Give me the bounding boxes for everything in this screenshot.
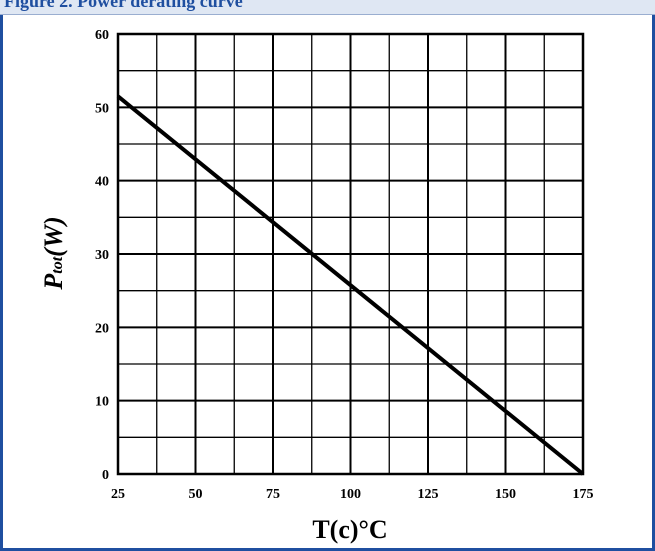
tick-labels: 25 50 75 100 125 150 175 0 10 20 30 40 50 60 [95,28,594,502]
x-tick-label: 25 [111,487,125,502]
y-tick-label: 40 [95,175,109,190]
clipped-caption-strip: Figure 2. Power derating curve [0,0,655,15]
x-tick-label: 125 [418,487,439,502]
y-tick-label: 20 [95,321,109,336]
y-tick-label: 0 [102,468,109,483]
y-tick-label: 10 [95,395,109,410]
chart-grid [116,32,585,476]
y-axis-label: Ptot(W) [39,216,68,290]
derating-line [116,94,585,476]
y-axis-label-main: P [39,273,68,291]
y-axis-label-sub: tot [49,256,66,273]
y-tick-label: 60 [95,28,109,43]
x-tick-label: 150 [495,487,516,502]
y-axis-label-unit: (W) [39,216,68,256]
x-axis-label: T(c)°C [312,515,387,544]
x-tick-label: 75 [266,487,280,502]
y-tick-label: 50 [95,101,109,116]
x-tick-label: 175 [573,487,594,502]
plot-area-border [116,32,585,476]
x-tick-label: 50 [189,487,203,502]
clipped-caption-text: Figure 2. Power derating curve [4,0,243,11]
y-tick-label: 30 [95,248,109,263]
x-tick-label: 100 [340,487,361,502]
chart-series [116,94,585,476]
